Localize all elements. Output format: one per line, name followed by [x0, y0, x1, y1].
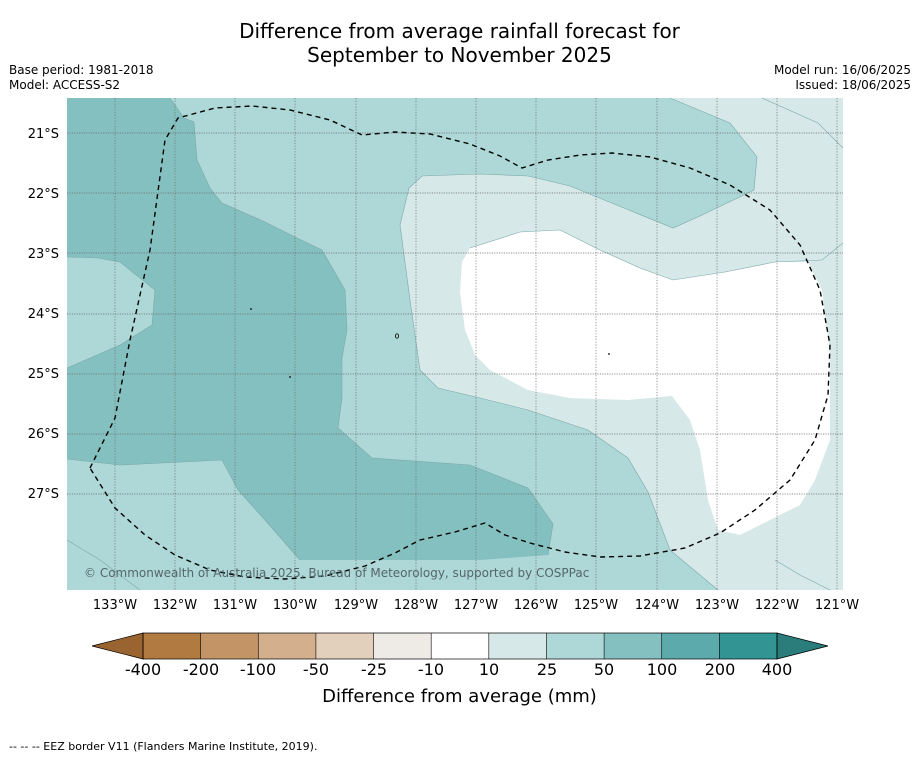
lon-label: 122°W [754, 598, 800, 613]
contour-lines [66, 97, 844, 591]
colorbar-swatch [373, 633, 432, 659]
colorbar-swatch [604, 633, 663, 659]
colorbar-tick-label: -100 [239, 660, 277, 679]
lat-label: 23°S [27, 247, 59, 262]
graticule [67, 98, 843, 590]
parallels [67, 132, 843, 495]
zone-minus10-to-10 [460, 230, 830, 535]
lat-label: 26°S [27, 427, 59, 442]
lon-label: 125°W [573, 598, 619, 613]
meridians [114, 98, 838, 590]
footer-legend: -- -- -- EEZ border V11 (Flanders Marine… [9, 740, 318, 753]
lon-label: 133°W [92, 598, 138, 613]
lon-label: 130°W [272, 598, 318, 613]
issued-date: Issued: 18/06/2025 [795, 78, 911, 92]
colorbar-swatch [315, 633, 374, 659]
colorbar-tick-label: -200 [182, 660, 220, 679]
colorbar-outline [142, 632, 778, 660]
island-markers [250, 308, 610, 378]
lon-label: 127°W [453, 598, 499, 613]
colorbar-swatch [431, 633, 490, 659]
lon-label: 131°W [212, 598, 258, 613]
map-panel [66, 97, 844, 591]
colorbar-over-triangle [776, 632, 829, 660]
colorbar-swatch [719, 633, 778, 659]
colorbar-tick-label: 100 [646, 660, 678, 679]
colorbar-tick-label: 200 [704, 660, 736, 679]
colorbar-tick-label: -10 [417, 660, 445, 679]
lat-label: 25°S [27, 367, 59, 382]
zone-50-to-100-west [67, 98, 553, 560]
zone-10-to-25-east-edge [762, 98, 843, 148]
lon-label: 121°W [814, 598, 860, 613]
lon-label: 129°W [333, 598, 379, 613]
model-run: Model run: 16/06/2025 [773, 63, 911, 77]
lat-label: 24°S [27, 307, 59, 322]
island-marker [289, 376, 291, 378]
title-line-1: Difference from average rainfall forecas… [239, 19, 680, 43]
colorbar-swatch [488, 633, 547, 659]
figure-title: Difference from average rainfall forecas… [0, 19, 919, 67]
colorbar-tick-label: 400 [761, 660, 793, 679]
island-marker [250, 308, 252, 310]
lon-label: 128°W [393, 598, 439, 613]
colorbar-tick-label: -25 [360, 660, 388, 679]
colorbar-tick-label: 10 [478, 660, 500, 679]
colorbar-swatch [258, 633, 317, 659]
lon-label: 123°W [694, 598, 740, 613]
lat-label: 21°S [27, 127, 59, 142]
meta-right: Model run: 16/06/2025 Issued: 18/06/2025 [774, 63, 911, 93]
colorbar-tick-label: -400 [124, 660, 162, 679]
lat-label: 27°S [27, 487, 59, 502]
lon-label: 124°W [634, 598, 680, 613]
island-marker [608, 353, 610, 355]
colorbar-label: Difference from average (mm) [322, 686, 597, 707]
colorbar-tick-label: 50 [593, 660, 615, 679]
colorbar-tick-label: 25 [536, 660, 558, 679]
colorbar [91, 632, 829, 660]
title-line-2: September to November 2025 [307, 43, 612, 67]
lat-label: 22°S [27, 187, 59, 202]
colorbar-tick-label: -50 [302, 660, 330, 679]
meta-left: Base period: 1981-2018 Model: ACCESS-S2 [9, 63, 154, 93]
model-name: Model: ACCESS-S2 [9, 78, 121, 92]
colorbar-swatch [661, 633, 720, 659]
island-marker [394, 333, 399, 339]
lon-label: 132°W [152, 598, 198, 613]
lon-label: 126°W [513, 598, 559, 613]
colorbar-swatch [143, 633, 201, 659]
colorbar-swatch [200, 633, 259, 659]
copyright-notice: © Commonwealth of Australia 2025, Bureau… [84, 566, 590, 580]
colorbar-under-triangle [91, 632, 144, 660]
colorbar-swatch [546, 633, 605, 659]
base-period: Base period: 1981-2018 [9, 63, 154, 77]
colorbar-swatches [143, 633, 778, 659]
